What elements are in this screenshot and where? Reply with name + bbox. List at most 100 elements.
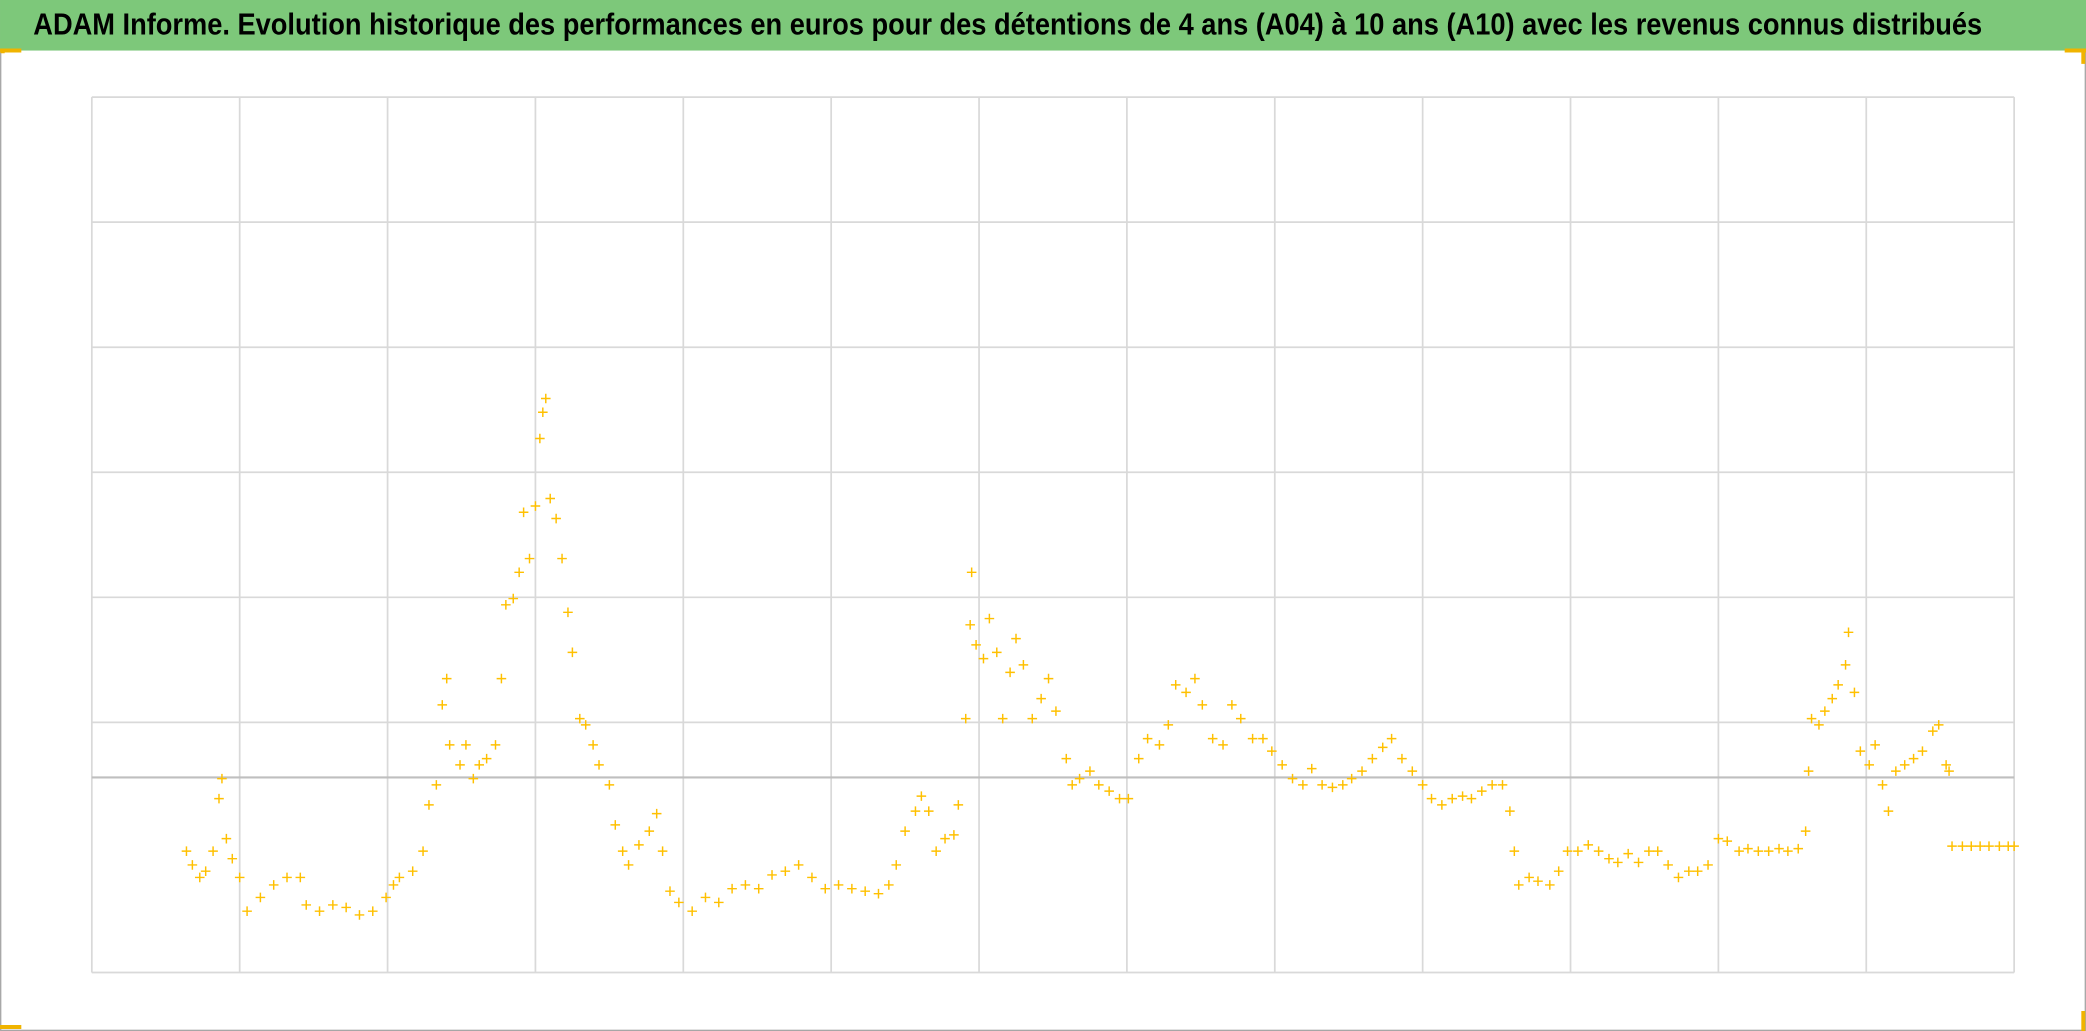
scatter-point <box>1803 766 1814 776</box>
scatter-point <box>1734 846 1744 856</box>
scatter-point <box>1104 786 1114 796</box>
scatter-point <box>1258 733 1268 744</box>
scatter-point <box>1043 673 1054 684</box>
scatter-point <box>1190 673 1200 684</box>
scatter-point <box>1466 793 1477 804</box>
scatter-point <box>328 900 338 910</box>
scatter-point <box>394 872 405 883</box>
scatter-point <box>1753 846 1764 856</box>
scatter-point <box>295 872 306 883</box>
scatter-point <box>1218 740 1228 750</box>
scatter-point <box>884 880 894 890</box>
scatter-point <box>437 700 448 710</box>
scatter-point <box>953 800 964 810</box>
scatter-point <box>455 760 465 770</box>
scatter-point <box>978 653 989 664</box>
scatter-point <box>1692 866 1703 876</box>
scatter-point <box>538 407 548 418</box>
scatter-point <box>991 647 1002 658</box>
scatter-point <box>1533 876 1543 886</box>
scatter-point <box>1663 860 1673 870</box>
scatter-point <box>1306 763 1317 774</box>
scatter-point <box>1061 753 1072 764</box>
scatter-point <box>588 740 598 750</box>
scatter-point <box>444 740 455 750</box>
scatter-point <box>1367 753 1378 764</box>
scatter-point <box>1377 742 1388 753</box>
scatter-point <box>1623 848 1633 859</box>
scatter-point <box>1386 733 1397 744</box>
scatter-point <box>268 880 279 890</box>
scatter-point <box>1036 693 1046 704</box>
scatter-point <box>1357 766 1367 776</box>
scatter-point <box>793 860 804 870</box>
scatter-point <box>1833 680 1843 690</box>
scatter-point <box>518 507 529 518</box>
scatter-point <box>1722 836 1733 846</box>
scatter-point <box>431 780 442 790</box>
scatter-point <box>634 840 644 850</box>
scatter-point <box>1487 780 1497 790</box>
scatter-point <box>1067 780 1077 790</box>
scatter-point <box>665 886 675 896</box>
scatter-point <box>1011 633 1021 644</box>
scatter-point <box>194 872 205 883</box>
scatter-point <box>208 846 218 856</box>
scatter-point <box>1114 793 1125 804</box>
scatter-point <box>242 906 252 916</box>
scatter-point <box>1287 773 1298 784</box>
scatter-point <box>1891 766 1901 776</box>
scatter-point <box>940 833 950 844</box>
scatter-point <box>1018 660 1029 670</box>
scatter-point <box>1644 846 1654 856</box>
scatter-point <box>910 806 921 816</box>
scatter-point <box>424 800 434 810</box>
scatter-point <box>807 872 817 883</box>
scatter-point <box>181 846 192 856</box>
scatter-point <box>1849 687 1860 698</box>
scatter-point <box>1235 713 1246 724</box>
scatter-point <box>657 846 668 856</box>
scatter-point <box>900 826 910 836</box>
scatter-point <box>1477 786 1487 796</box>
scatter-point <box>651 808 662 819</box>
scatter-point <box>1613 857 1623 868</box>
scatter-point <box>780 866 791 876</box>
scatter-point <box>214 793 224 804</box>
scatter-point <box>1855 746 1866 756</box>
scatter-point <box>557 553 567 564</box>
scatter-point <box>873 888 884 899</box>
scatter-point <box>1793 843 1804 854</box>
scatter-point <box>971 640 981 650</box>
scatter-point <box>931 846 941 856</box>
scatter-point <box>644 826 655 836</box>
scatter-point <box>1684 866 1694 876</box>
scatter-point <box>418 846 428 856</box>
scatter-point <box>1870 740 1880 750</box>
scatter-point <box>1994 841 2005 851</box>
scatter-point <box>1604 853 1614 864</box>
scatter-point <box>1583 840 1594 850</box>
scatter-point <box>1928 726 1938 736</box>
scatter-point <box>1864 760 1875 770</box>
scatter-point <box>1814 720 1824 730</box>
scatter-point <box>575 713 585 724</box>
scatter-point <box>1505 806 1515 816</box>
scatter-point <box>227 853 238 864</box>
scatter-point <box>1562 846 1573 856</box>
grid <box>90 96 2016 974</box>
scatter-point <box>514 567 524 578</box>
scatter-point <box>1899 760 1910 770</box>
scatter-point <box>1407 766 1418 776</box>
scatter-point <box>1713 833 1724 844</box>
scatter-point <box>1877 780 1888 790</box>
scatter-point <box>217 773 227 784</box>
scatter-point <box>610 820 621 830</box>
scatter-point <box>2009 841 2019 851</box>
scatter-point <box>1094 780 1104 790</box>
scatter-point <box>1975 841 1985 851</box>
scatter-point <box>1553 866 1564 876</box>
scatter-point <box>1633 857 1644 868</box>
